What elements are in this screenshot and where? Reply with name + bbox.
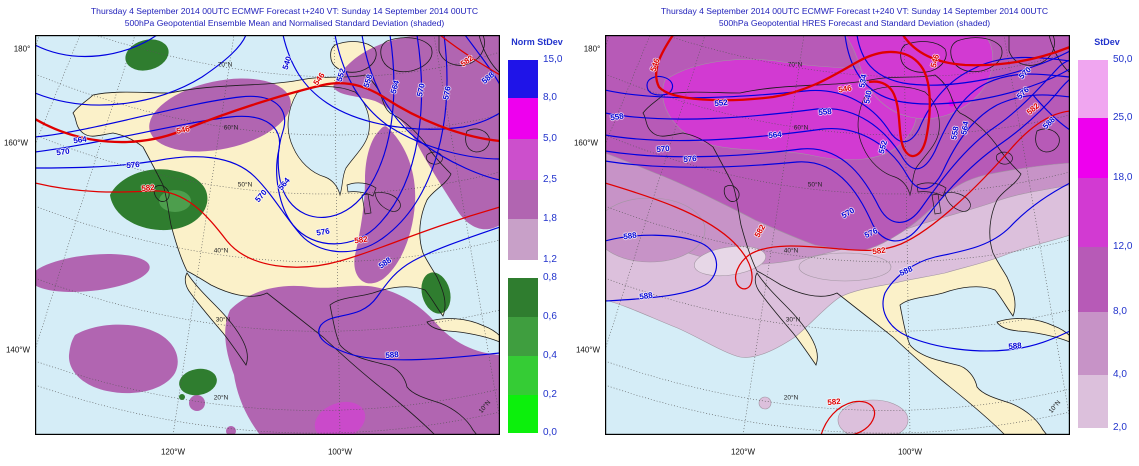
legend-tick-label: 1,2 (543, 254, 557, 265)
legend-tick-label: 25,0 (1113, 112, 1133, 123)
legend-tick-label: 0,0 (543, 427, 557, 438)
geopotential-contours (35, 35, 500, 361)
legend-tick-label: 0,2 (543, 389, 557, 400)
legend-color-segment (1078, 60, 1108, 118)
longitude-label: 140°W (5, 345, 31, 355)
legend-tick-label: 5,0 (543, 133, 557, 144)
legend-tick-label: 18,0 (1113, 172, 1133, 183)
legend-color-segment (508, 278, 538, 317)
legend-tick-label: 0,8 (543, 272, 557, 283)
legend-tick-label: 4,0 (1113, 369, 1127, 380)
legend-color-segment (1078, 312, 1108, 375)
legend-color-segment (1078, 375, 1108, 428)
legend-tick-label: 2,5 (543, 174, 557, 185)
legend-color-segment (508, 139, 538, 180)
panel-title-line1: Thursday 4 September 2014 00UTC ECMWF Fo… (660, 6, 1049, 16)
map-border (605, 35, 1070, 435)
map-canvas (35, 35, 500, 435)
longitude-label: 180° (583, 44, 601, 54)
longitude-label: 120°W (730, 447, 756, 457)
legend-tick-label: 0,4 (543, 350, 557, 361)
geopotential-contours (605, 35, 1070, 435)
ensemble-mean-panel: Thursday 4 September 2014 00UTC ECMWF Fo… (0, 0, 569, 466)
hres-map: 546 552 558 558 564 570 576 546 534 540 546 552 558 5… (605, 35, 1070, 435)
legend-tick-label: 8,0 (543, 92, 557, 103)
ensemble-mean-map: 540 546 552 558 564 570 576 582 588 546 564 570 576 5… (35, 35, 500, 435)
stdev-legend: StDev 50,0 25,0 18,0 12,0 8,0 4,0 2,0 (1076, 35, 1138, 441)
legend-color-segment (508, 98, 538, 139)
legend-color-segment (508, 356, 538, 395)
legend-color-segment (1078, 178, 1108, 247)
legend-color-segment (508, 180, 538, 219)
legend-tick-label: 8,0 (1113, 306, 1127, 317)
legend-title: StDev (1094, 37, 1120, 47)
legend-tick-label: 1,8 (543, 213, 557, 224)
longitude-label: 100°W (897, 447, 923, 457)
legend-color-segment (508, 219, 538, 260)
legend-tick-label: 12,0 (1113, 241, 1133, 252)
map-canvas (605, 35, 1070, 435)
norm-stdev-legend: Norm StDev 15,0 8,0 5,0 2,5 1,8 1,2 0,8 0,6 0,4 0… (506, 35, 568, 441)
legend-color-segment (508, 395, 538, 433)
legend-color-segment (1078, 118, 1108, 178)
legend-tick-label: 50,0 (1113, 54, 1133, 65)
panel-title-line1: Thursday 4 September 2014 00UTC ECMWF Fo… (90, 6, 479, 16)
stddev-shading (35, 35, 500, 435)
legend-tick-label: 0,6 (543, 311, 557, 322)
legend-title: Norm StDev (511, 37, 563, 47)
longitude-label: 180° (13, 44, 31, 54)
panel-title-line2: 500hPa Geopotential Ensemble Mean and No… (124, 18, 445, 28)
longitude-label: 140°W (575, 345, 601, 355)
map-border (35, 35, 500, 435)
legend-color-segment (1078, 247, 1108, 312)
legend-tick-label: 15,0 (543, 54, 563, 65)
legend-color-segment (508, 60, 538, 98)
legend-color-segment (508, 317, 538, 356)
legend-tick-label: 2,0 (1113, 422, 1127, 433)
longitude-label: 100°W (327, 447, 353, 457)
longitude-label: 160°W (573, 138, 599, 148)
longitude-label: 120°W (160, 447, 186, 457)
longitude-label: 160°W (3, 138, 29, 148)
hres-panel: Thursday 4 September 2014 00UTC ECMWF Fo… (570, 0, 1139, 466)
panel-title-line2: 500hPa Geopotential HRES Forecast and St… (718, 18, 991, 28)
